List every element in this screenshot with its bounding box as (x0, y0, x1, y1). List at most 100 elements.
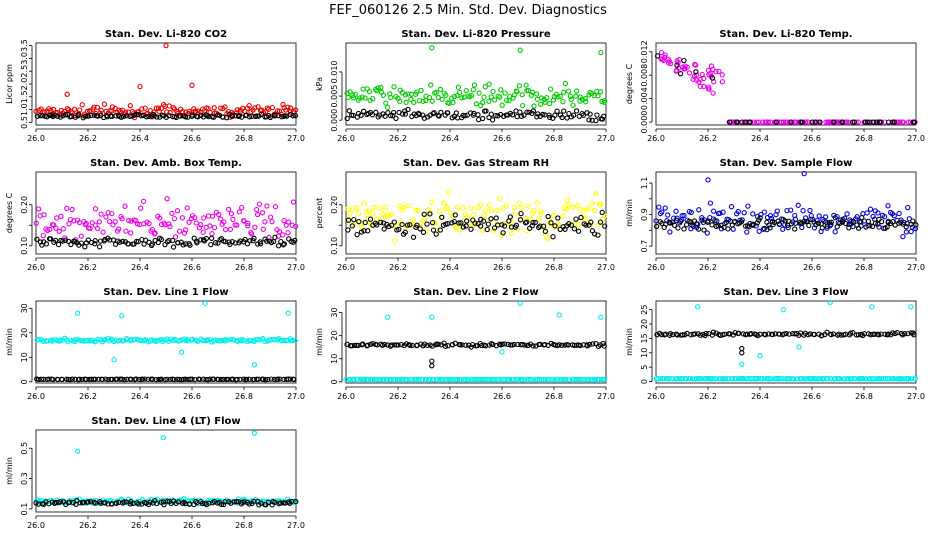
x-tick-label: 26.6 (183, 263, 201, 272)
data-point (900, 233, 906, 240)
data-point (574, 342, 580, 348)
chart-panel: Stan. Dev. Li-820 CO2 26.0 26.2 26.4 26.6 26.… (5, 29, 305, 143)
data-point (594, 112, 600, 118)
x-tick-label: 26.2 (79, 521, 97, 530)
data-point (94, 104, 101, 111)
data-point (581, 376, 588, 383)
chart-panel: Stan. Dev. Gas Stream RH 26.0 26.2 26.4 26.6… (315, 158, 615, 272)
data-point (345, 227, 351, 233)
data-point (567, 93, 574, 99)
x-tick-label: 26.6 (183, 521, 201, 530)
data-point (843, 220, 849, 227)
data-point (555, 376, 561, 383)
data-point (891, 213, 897, 219)
data-point (208, 235, 215, 241)
data-point (692, 61, 698, 68)
data-point (739, 375, 745, 382)
data-point (128, 376, 134, 382)
data-point (762, 332, 769, 338)
data-point (450, 99, 456, 106)
data-point (834, 119, 840, 125)
data-point (800, 208, 806, 214)
data-point (150, 376, 156, 382)
data-point (471, 212, 477, 218)
data-point (123, 113, 130, 119)
panel-title: Stan. Dev. Li-820 Pressure (401, 29, 551, 40)
data-point (552, 223, 558, 229)
data-point (405, 91, 411, 97)
data-point (686, 70, 693, 76)
data-point (666, 219, 672, 225)
data-point (128, 337, 134, 343)
data-point (698, 375, 704, 382)
panel-title: Stan. Dev. Line 4 (LT) Flow (91, 416, 240, 427)
data-point (827, 299, 833, 306)
data-point (712, 218, 718, 224)
data-point (834, 224, 840, 230)
data-point (483, 208, 489, 214)
data-point (96, 219, 102, 225)
data-point (283, 222, 289, 228)
x-tick-label: 27.0 (907, 134, 925, 143)
data-point (60, 238, 66, 244)
data-point (758, 211, 764, 218)
y-tick-label: 0.012 (640, 40, 649, 63)
data-point (349, 223, 355, 229)
data-point (127, 501, 134, 507)
data-point (562, 80, 569, 87)
data-point (207, 376, 213, 382)
data-point (710, 329, 717, 335)
data-point (437, 227, 443, 233)
data-point (707, 200, 714, 206)
y-tick-label: 20 (20, 328, 29, 338)
data-point (722, 376, 729, 382)
data-point (495, 376, 502, 383)
data-point (550, 376, 556, 383)
data-point (755, 375, 761, 382)
data-point (681, 212, 687, 219)
data-point (591, 207, 598, 214)
data-point (693, 69, 699, 75)
data-point (525, 203, 531, 209)
data-point (267, 214, 274, 220)
data-point (435, 341, 441, 347)
data-point (287, 376, 294, 382)
y-axis-label: ml/min (625, 328, 634, 356)
data-point (600, 340, 606, 347)
data-point (209, 213, 216, 219)
data-point (174, 208, 181, 214)
data-point (439, 214, 445, 220)
data-point (598, 49, 604, 56)
panel-title: Stan. Dev. Sample Flow (720, 158, 853, 169)
data-point (522, 342, 528, 348)
data-point (150, 111, 156, 118)
data-point (515, 227, 521, 233)
data-point (232, 240, 239, 246)
data-point (124, 336, 131, 343)
data-point (344, 115, 350, 122)
data-point (350, 92, 356, 98)
data-point (442, 343, 449, 349)
data-point (682, 63, 688, 69)
data-point (871, 119, 877, 125)
data-point (548, 340, 554, 347)
data-point (43, 241, 50, 247)
data-point (381, 376, 387, 383)
data-point (705, 86, 712, 92)
data-point (121, 499, 127, 505)
y-axis-label: degrees C (5, 192, 14, 233)
data-point (193, 498, 199, 505)
data-point (476, 90, 482, 96)
data-point (480, 99, 486, 106)
data-point (56, 228, 62, 234)
data-point (828, 119, 834, 125)
data-point (488, 208, 495, 214)
x-tick-label: 26.0 (27, 134, 45, 143)
data-point (351, 376, 357, 383)
panel-title: Stan. Dev. Amb. Box Temp. (90, 158, 242, 169)
data-point (463, 87, 469, 94)
data-point (212, 240, 219, 246)
data-point (76, 376, 83, 382)
y-tick-label: 10 (20, 352, 29, 362)
